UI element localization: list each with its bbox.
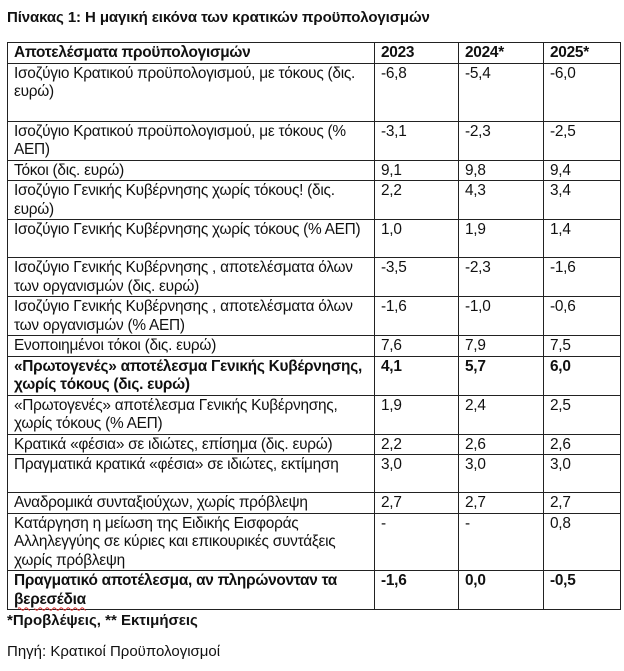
row-label: Ισοζύγιο Γενικής Κυβέρνησης , αποτελέσμα… — [7, 296, 375, 336]
value-cell: -6,8 — [374, 62, 459, 122]
table-row: Κρατικά «φέσια» σε ιδιώτες, επίσημα (δις… — [7, 433, 621, 455]
row-label: Ισοζύγιο Γενικής Κυβέρνησης , αποτελέσμα… — [7, 257, 375, 297]
value-cell: 9,4 — [543, 159, 621, 181]
value-cell: 3,0 — [374, 454, 459, 493]
value-cell: 2,2 — [374, 433, 459, 455]
value-cell: 5,7 — [458, 355, 544, 396]
value-cell: 4,1 — [374, 355, 459, 396]
row-label: Τόκοι (δις. ευρώ) — [7, 159, 375, 181]
header-cell: 2023 — [374, 42, 459, 64]
value-cell: 2,5 — [543, 394, 621, 435]
table-row: Κατάργηση η μείωση της Ειδικής Εισφοράς … — [7, 512, 621, 571]
table-row: Τόκοι (δις. ευρώ) 9,1 9,8 9,4 — [7, 159, 621, 181]
value-cell: 7,6 — [374, 335, 459, 357]
value-cell: 3,0 — [458, 454, 544, 493]
header-row: Αποτελέσματα προϋπολογισμών 2023 2024* 2… — [7, 42, 621, 64]
row-label: Αναδρομικά συνταξιούχων, χωρίς πρόβλεψη — [7, 492, 375, 514]
value-cell: -1,0 — [458, 296, 544, 336]
value-cell: 1,9 — [458, 219, 544, 258]
value-cell: -2,5 — [543, 120, 621, 161]
row-label: Κρατικά «φέσια» σε ιδιώτες, επίσημα (δις… — [7, 433, 375, 455]
value-cell: -2,3 — [458, 120, 544, 161]
value-cell: 2,7 — [458, 492, 544, 514]
header-cell: 2025* — [543, 42, 621, 64]
value-cell: 0,0 — [458, 570, 544, 610]
table-row: Ισοζύγιο Γενικής Κυβέρνησης χωρίς τόκους… — [7, 180, 621, 220]
table-row: «Πρωτογενές» αποτέλεσμα Γενικής Κυβέρνησ… — [7, 355, 621, 396]
value-cell: -3,5 — [374, 257, 459, 297]
row-label: Ισοζύγιο Γενικής Κυβέρνησης χωρίς τόκους… — [7, 219, 375, 258]
table-row: Πραγματικό αποτέλεσμα, αν πληρώνονταν τα… — [7, 570, 621, 610]
table-row: «Πρωτογενές» αποτέλεσμα Γενικής Κυβέρνησ… — [7, 394, 621, 435]
value-cell: 4,3 — [458, 180, 544, 220]
value-cell: 3,4 — [543, 180, 621, 220]
row-label: Πραγματικά κρατικά «φέσια» σε ιδιώτες, ε… — [7, 454, 375, 493]
value-cell: 0,8 — [543, 512, 621, 571]
value-cell: 2,7 — [543, 492, 621, 514]
table-row: Ισοζύγιο Κρατικού προϋπολογισμού, με τόκ… — [7, 62, 621, 122]
source-note: Πηγή: Κρατικοί Προϋπολογισμοί — [7, 643, 221, 660]
value-cell: 7,5 — [543, 335, 621, 357]
row-label: «Πρωτογενές» αποτέλεσμα Γενικής Κυβέρνησ… — [7, 394, 375, 435]
table-row: Ισοζύγιο Κρατικού προϋπολογισμού, με τόκ… — [7, 120, 621, 161]
value-cell: 2,4 — [458, 394, 544, 435]
spellcheck-underlined-word: βερεσέδια — [14, 590, 86, 608]
row-label: Πραγματικό αποτέλεσμα, αν πληρώνονταν τα… — [7, 570, 375, 610]
value-cell: 2,6 — [543, 433, 621, 455]
value-cell: - — [374, 512, 459, 571]
value-cell: 2,6 — [458, 433, 544, 455]
row-label: Ενοποιημένοι τόκοι (δις. ευρώ) — [7, 335, 375, 357]
value-cell: -1,6 — [374, 570, 459, 610]
table-row: Πραγματικά κρατικά «φέσια» σε ιδιώτες, ε… — [7, 454, 621, 493]
value-cell: -5,4 — [458, 62, 544, 122]
value-cell: -1,6 — [374, 296, 459, 336]
value-cell: 3,0 — [543, 454, 621, 493]
row-label: Ισοζύγιο Γενικής Κυβέρνησης χωρίς τόκους… — [7, 180, 375, 220]
value-cell: -0,6 — [543, 296, 621, 336]
row-label: «Πρωτογενές» αποτέλεσμα Γενικής Κυβέρνησ… — [7, 355, 375, 396]
row-label: Κατάργηση η μείωση της Ειδικής Εισφοράς … — [7, 512, 375, 571]
row-label-text: Πραγματικό αποτέλεσμα, αν πληρώνονταν τα — [14, 572, 338, 589]
row-label: Ισοζύγιο Κρατικού προϋπολογισμού, με τόκ… — [7, 120, 375, 161]
value-cell: 2,2 — [374, 180, 459, 220]
header-cell: Αποτελέσματα προϋπολογισμών — [7, 42, 375, 64]
table-row: Ισοζύγιο Γενικής Κυβέρνησης χωρίς τόκους… — [7, 219, 621, 258]
value-cell: -1,6 — [543, 257, 621, 297]
value-cell: 1,0 — [374, 219, 459, 258]
value-cell: 9,1 — [374, 159, 459, 181]
row-label: Ισοζύγιο Κρατικού προϋπολογισμού, με τόκ… — [7, 62, 375, 122]
header-cell: 2024* — [458, 42, 544, 64]
value-cell: -2,3 — [458, 257, 544, 297]
value-cell: 1,4 — [543, 219, 621, 258]
value-cell: -0,5 — [543, 570, 621, 610]
value-cell: 2,7 — [374, 492, 459, 514]
value-cell: 9,8 — [458, 159, 544, 181]
value-cell: -3,1 — [374, 120, 459, 161]
table-title: Πίνακας 1: Η μαγική εικόνα των κρατικών … — [7, 9, 430, 26]
table-row: Ισοζύγιο Γενικής Κυβέρνησης , αποτελέσμα… — [7, 296, 621, 336]
table-row: Αναδρομικά συνταξιούχων, χωρίς πρόβλεψη 2… — [7, 492, 621, 514]
value-cell: 1,9 — [374, 394, 459, 435]
budget-table: Αποτελέσματα προϋπολογισμών 2023 2024* 2… — [7, 42, 621, 610]
value-cell: -6,0 — [543, 62, 621, 122]
value-cell: - — [458, 512, 544, 571]
value-cell: 6,0 — [543, 355, 621, 396]
value-cell: 7,9 — [458, 335, 544, 357]
table-row: Ενοποιημένοι τόκοι (δις. ευρώ) 7,6 7,9 7,5 — [7, 335, 621, 357]
footnote: *Προβλέψεις, ** Εκτιμήσεις — [7, 612, 198, 629]
table-row: Ισοζύγιο Γενικής Κυβέρνησης , αποτελέσμα… — [7, 257, 621, 297]
